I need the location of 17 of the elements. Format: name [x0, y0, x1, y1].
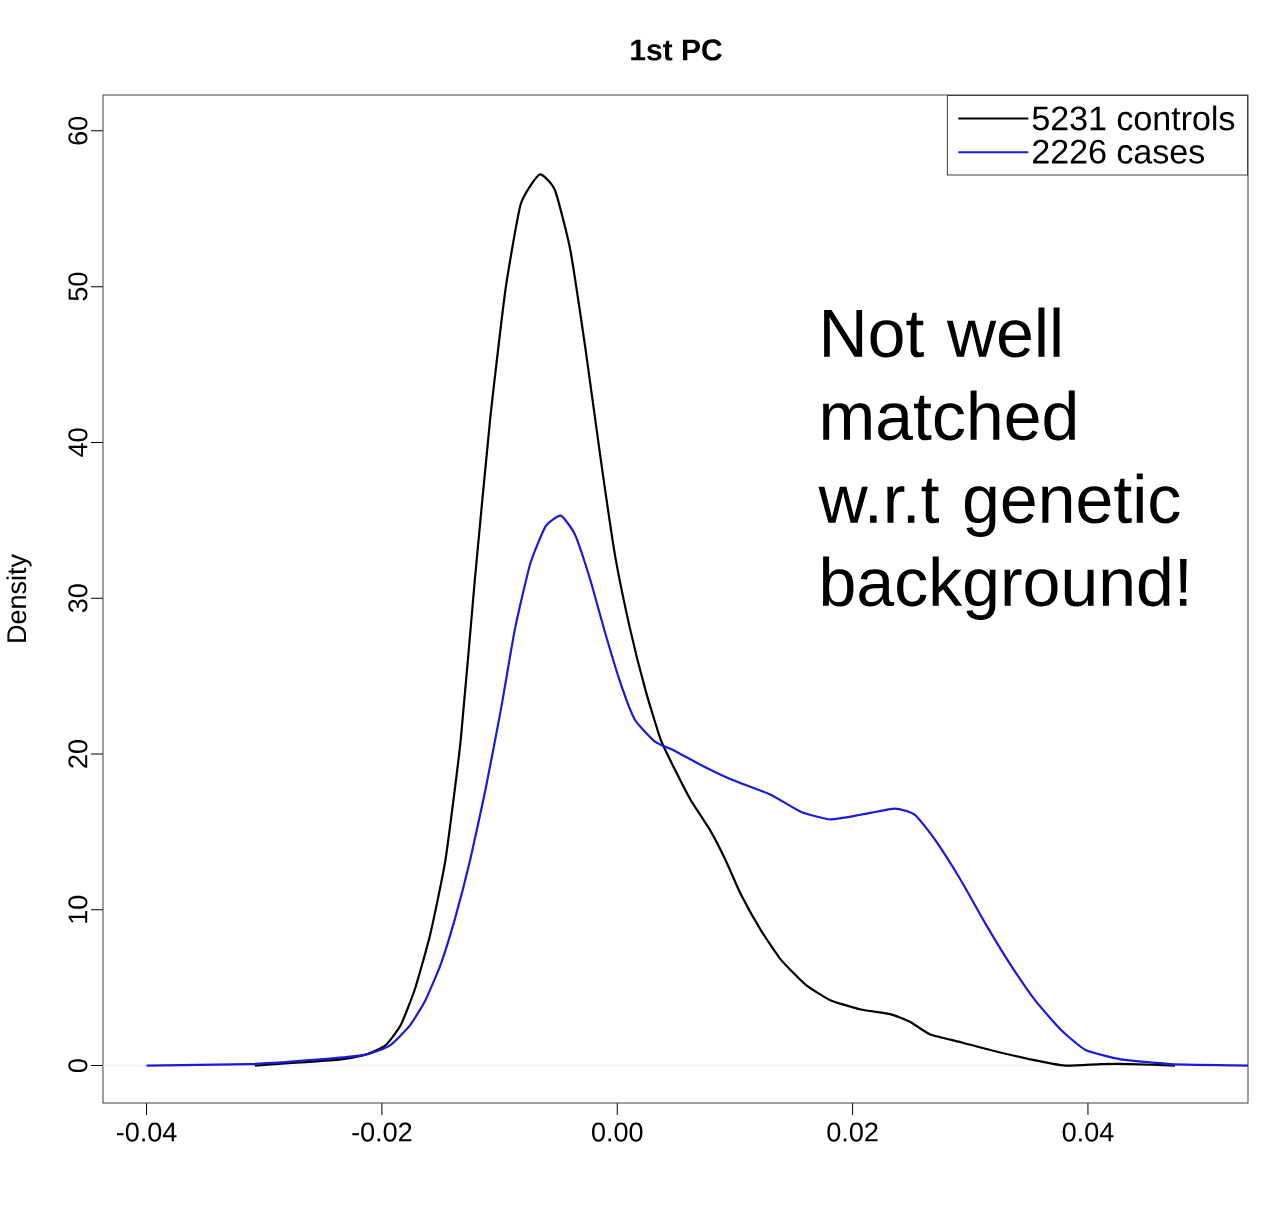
y-axis-title: Density — [6, 554, 32, 642]
y-tick-label: 20 — [68, 740, 88, 768]
y-tick-label: 40 — [68, 428, 88, 457]
x-tick-label: -0.02 — [352, 1122, 412, 1142]
x-tick-label: -0.04 — [116, 1122, 177, 1142]
y-tick-label: 30 — [68, 584, 88, 613]
x-tick-label: 0.02 — [827, 1122, 878, 1142]
x-tick-label: 0.04 — [1062, 1122, 1114, 1142]
chart-title: 1st PC — [631, 39, 722, 61]
legend-label: 5231 controls — [1032, 105, 1235, 131]
y-tick-label: 0 — [68, 1059, 88, 1073]
y-tick-label: 60 — [68, 116, 88, 145]
y-tick-label: 10 — [68, 895, 88, 923]
legend-label: 2226 cases — [1033, 139, 1204, 164]
annotation: Not well matched w.r.t genetic background! — [818, 307, 1187, 620]
x-tick-label: 0.00 — [592, 1122, 643, 1142]
y-tick-label: 50 — [68, 272, 88, 301]
